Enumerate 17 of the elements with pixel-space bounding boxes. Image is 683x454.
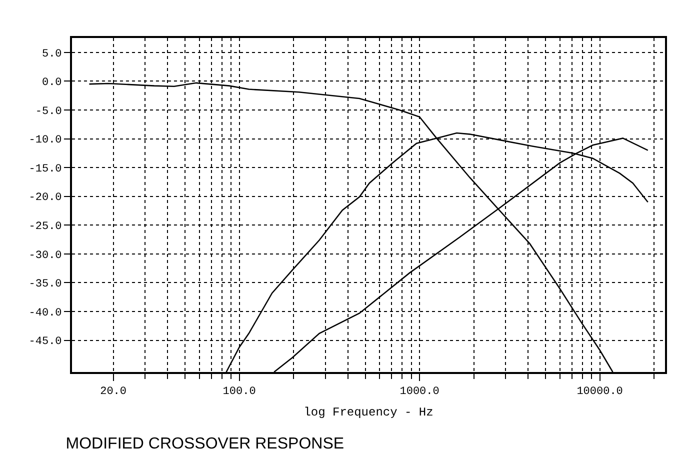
- x-tick-label: 10000.0: [576, 386, 623, 398]
- y-tick-label: -30.0: [28, 250, 62, 262]
- x-tick-label: 100.0: [222, 386, 256, 398]
- text: MODIFIED CROSSOVER RESPONSE: [66, 436, 344, 453]
- y-tick-label: 0.0: [42, 77, 62, 90]
- y-tick-label: -5.0: [35, 106, 62, 118]
- x-tick-label: 1000.0: [400, 386, 440, 398]
- y-tick-label: -35.0: [28, 278, 62, 291]
- y-tick-label: -15.0: [28, 163, 62, 176]
- y-tick-label: -20.0: [28, 192, 62, 204]
- y-tick-label: 5.0: [42, 48, 62, 60]
- x-axis-title: log Frequency - Hz: [304, 406, 434, 420]
- y-tick-label: -45.0: [28, 336, 62, 348]
- y-tick-label: -40.0: [28, 307, 62, 320]
- y-tick-label: -10.0: [28, 134, 62, 147]
- x-tick-label: 20.0: [100, 386, 127, 398]
- y-tick-label: -25.0: [28, 221, 62, 234]
